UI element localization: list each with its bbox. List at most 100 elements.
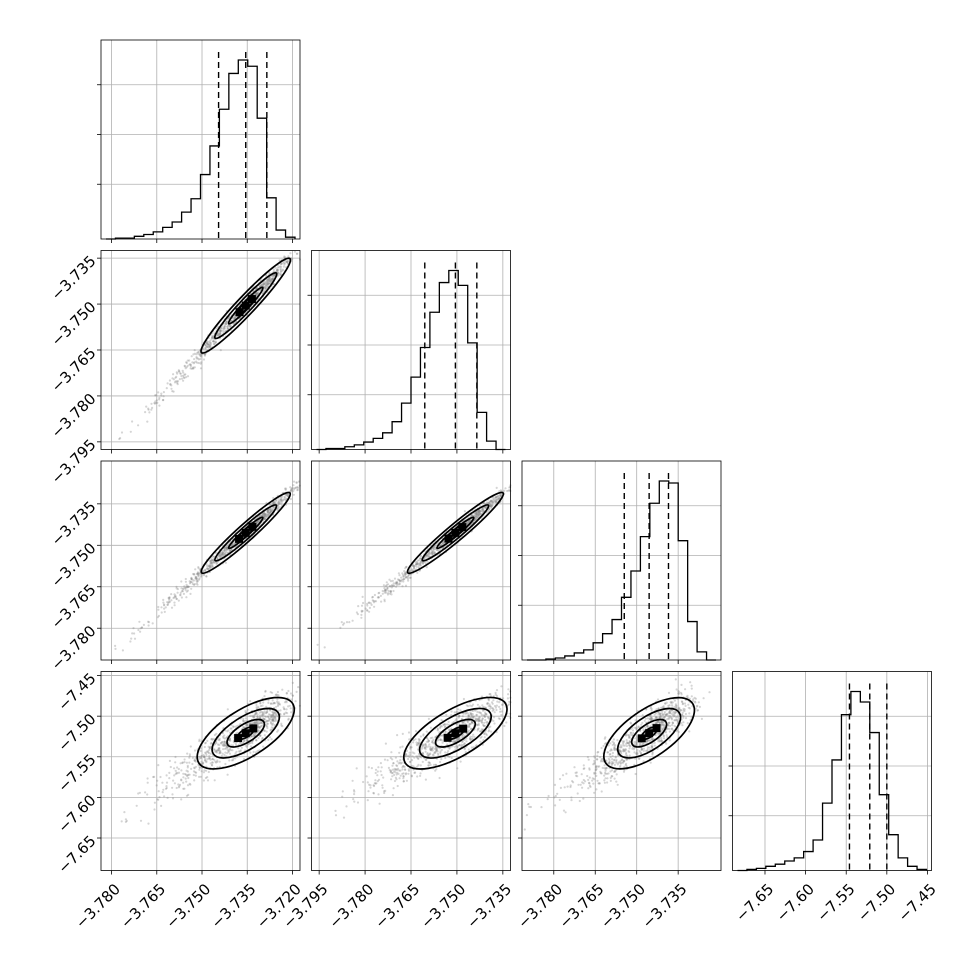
scatter-point	[212, 555, 215, 558]
scatter-point	[296, 486, 300, 489]
scatter-point	[173, 596, 176, 599]
scatter-point	[450, 710, 453, 713]
scatter-point	[182, 371, 185, 374]
scatter-point	[410, 568, 413, 571]
scatter-point	[277, 503, 280, 506]
scatter-point	[218, 749, 221, 752]
scatter-point	[131, 632, 134, 635]
scatter-point	[414, 561, 417, 564]
scatter-point	[255, 739, 258, 742]
scatter-point	[416, 562, 419, 565]
scatter-point	[586, 756, 590, 759]
scatter-point	[174, 761, 177, 764]
scatter-point	[184, 367, 187, 370]
scatter-point	[383, 600, 386, 603]
scatter-point	[420, 555, 423, 558]
scatter-point	[207, 752, 211, 755]
scatter-point	[166, 796, 169, 800]
scatter-point	[229, 549, 232, 552]
scatter-point	[495, 498, 498, 501]
scatter-point	[444, 751, 447, 754]
scatter-point	[400, 576, 403, 579]
scatter-point	[230, 319, 233, 323]
scatter-point	[281, 725, 284, 728]
scatter-point	[457, 708, 460, 711]
scatter-point	[393, 773, 396, 777]
scatter-point	[161, 791, 164, 794]
scatter-point	[279, 267, 282, 270]
scatter-point	[434, 751, 437, 755]
scatter-point	[277, 274, 280, 277]
scatter-point	[249, 700, 252, 703]
scatter-point	[180, 374, 183, 378]
scatter-point	[270, 279, 273, 282]
scatter-point	[266, 279, 269, 282]
scatter-point	[279, 265, 283, 269]
scatter-point	[417, 559, 421, 562]
scatter-point	[256, 713, 259, 716]
scatter-point	[257, 725, 260, 728]
scatter-point	[390, 584, 393, 587]
scatter-point	[183, 365, 186, 368]
scatter-point	[481, 508, 485, 511]
scatter-point	[282, 262, 285, 265]
scatter-point	[404, 571, 407, 574]
scatter-point	[224, 322, 227, 325]
scatter-point	[398, 777, 401, 780]
scatter-point	[255, 292, 258, 295]
scatter-point	[409, 570, 412, 573]
scatter-point	[196, 580, 199, 583]
scatter-point	[201, 570, 204, 573]
scatter-point	[384, 585, 387, 588]
scatter-point	[196, 351, 199, 354]
scatter-point	[482, 508, 485, 512]
scatter-point	[292, 480, 296, 483]
scatter-point	[431, 549, 434, 553]
scatter-point	[171, 797, 175, 800]
scatter-point	[428, 762, 431, 765]
scatter-point	[206, 345, 209, 348]
scatter-point	[204, 346, 207, 349]
scatter-point	[277, 701, 280, 704]
scatter-point	[283, 262, 287, 265]
scatter-point	[403, 577, 406, 581]
scatter-point	[170, 599, 173, 602]
scatter-point	[173, 593, 176, 596]
scatter-point	[399, 762, 402, 765]
scatter-point	[153, 402, 157, 405]
scatter-point	[211, 764, 214, 767]
scatter-point	[185, 361, 188, 365]
scatter-point	[273, 710, 276, 713]
scatter-point	[201, 762, 204, 765]
scatter-point	[275, 270, 278, 273]
scatter-point	[424, 750, 427, 753]
scatter-point	[158, 404, 161, 407]
scatter-point	[279, 498, 282, 501]
scatter-point	[264, 286, 267, 289]
scatter-point	[377, 596, 380, 599]
scatter-point	[264, 284, 267, 287]
scatter-point	[182, 776, 185, 779]
scatter-point	[433, 552, 436, 555]
scatter-point	[165, 774, 168, 777]
scatter-point	[261, 514, 264, 517]
scatter-point	[413, 567, 416, 570]
scatter-point	[503, 489, 506, 492]
scatter-point	[558, 798, 561, 802]
scatter-point	[139, 819, 143, 822]
scatter-point	[508, 486, 511, 489]
scatter-point	[124, 820, 127, 824]
scatter-point	[286, 260, 289, 263]
scatter-point	[489, 505, 492, 508]
scatter-point	[267, 281, 270, 284]
scatter-point	[424, 758, 427, 761]
scatter-point	[263, 734, 266, 737]
scatter-point	[188, 359, 191, 362]
scatter-point	[269, 279, 272, 283]
scatter-point	[469, 519, 472, 522]
scatter-point	[267, 282, 270, 285]
scatter-point	[197, 572, 201, 575]
scatter-point	[214, 341, 217, 344]
scatter-point	[163, 795, 166, 798]
scatter-point	[219, 555, 222, 558]
